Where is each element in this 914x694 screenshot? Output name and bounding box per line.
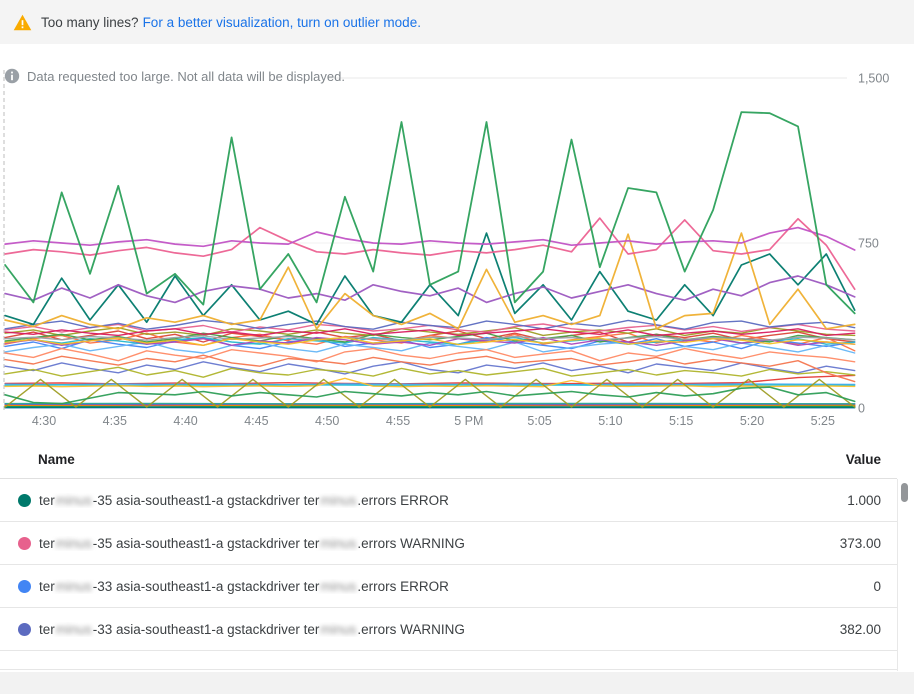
redacted-text: minus xyxy=(320,492,357,508)
x-axis-tick: 5:15 xyxy=(669,414,693,428)
legend-table: Name Value terminus-35 asia-southeast1-a… xyxy=(0,440,914,672)
banner-text: Too many lines? xyxy=(41,14,139,30)
series-name: terminus-35 asia-southeast1-a gstackdriv… xyxy=(39,535,465,551)
legend-gutter-divider xyxy=(897,479,898,671)
redacted-text: minus xyxy=(320,621,357,637)
series-value: 373.00 xyxy=(839,535,881,551)
x-axis-tick: 5 PM xyxy=(454,414,483,428)
series-color-dot xyxy=(18,579,31,593)
y-axis-tick: 750 xyxy=(858,237,879,251)
x-axis-tick: 4:40 xyxy=(173,414,197,428)
series-value: 1.000 xyxy=(847,492,881,508)
redacted-text: minus xyxy=(55,621,92,637)
legend-header-value: Value xyxy=(845,451,881,467)
x-axis-tick: 4:50 xyxy=(315,414,339,428)
info-message: Data requested too large. Not all data w… xyxy=(4,68,345,84)
timeseries-chart[interactable]: 0 750 1,500 4:30 4:35 4:40 4:45 4:50 4:55 5 PM 5:0… xyxy=(0,44,914,440)
legend-row[interactable]: terminus-35 asia-southeast1-a gstackdriv… xyxy=(0,479,897,522)
y-axis-tick: 1,500 xyxy=(858,72,889,86)
y-axis-tick: 0 xyxy=(858,402,865,416)
x-axis-tick: 5:10 xyxy=(598,414,622,428)
series-color-dot xyxy=(18,493,31,507)
legend-row-partial xyxy=(0,651,897,670)
redacted-text: minus xyxy=(320,535,357,551)
x-axis-tick: 5:05 xyxy=(527,414,551,428)
warning-icon xyxy=(13,14,32,30)
info-text: Data requested too large. Not all data w… xyxy=(27,68,345,84)
x-axis-tick: 4:30 xyxy=(32,414,56,428)
series-value: 382.00 xyxy=(839,621,881,637)
legend-row[interactable]: terminus-33 asia-southeast1-a gstackdriv… xyxy=(0,608,897,651)
series-name: terminus-33 asia-southeast1-a gstackdriv… xyxy=(39,578,449,594)
info-icon xyxy=(4,68,20,84)
redacted-text: minus xyxy=(320,578,357,594)
legend-header-name: Name xyxy=(38,451,75,467)
outlier-mode-link[interactable]: For a better visualization, turn on outl… xyxy=(142,14,421,30)
warning-banner: Too many lines? For a better visualizati… xyxy=(0,0,914,44)
series-color-dot xyxy=(18,622,31,636)
redacted-text: minus xyxy=(55,535,92,551)
series-name: terminus-33 asia-southeast1-a gstackdriv… xyxy=(39,621,465,637)
x-axis-tick: 4:55 xyxy=(386,414,410,428)
redacted-text: minus xyxy=(55,578,92,594)
chart-area: 0 750 1,500 4:30 4:35 4:40 4:45 4:50 4:55 5 PM 5:0… xyxy=(0,44,914,440)
monitoring-chart-card: Too many lines? For a better visualizati… xyxy=(0,0,914,672)
redacted-text: minus xyxy=(55,492,92,508)
legend-row[interactable]: terminus-35 asia-southeast1-a gstackdriv… xyxy=(0,522,897,565)
x-axis-tick: 4:35 xyxy=(103,414,127,428)
x-axis-tick: 5:25 xyxy=(811,414,835,428)
legend-row[interactable]: terminus-33 asia-southeast1-a gstackdriv… xyxy=(0,565,897,608)
legend-scrollbar[interactable] xyxy=(901,483,908,502)
legend-rows: terminus-35 asia-southeast1-a gstackdriv… xyxy=(0,479,897,670)
series-name: terminus-35 asia-southeast1-a gstackdriv… xyxy=(39,492,449,508)
series-value: 0 xyxy=(873,578,881,594)
x-axis-tick: 5:20 xyxy=(740,414,764,428)
x-axis-tick: 4:45 xyxy=(244,414,268,428)
series-color-dot xyxy=(18,536,31,550)
legend-header: Name Value xyxy=(0,440,897,479)
